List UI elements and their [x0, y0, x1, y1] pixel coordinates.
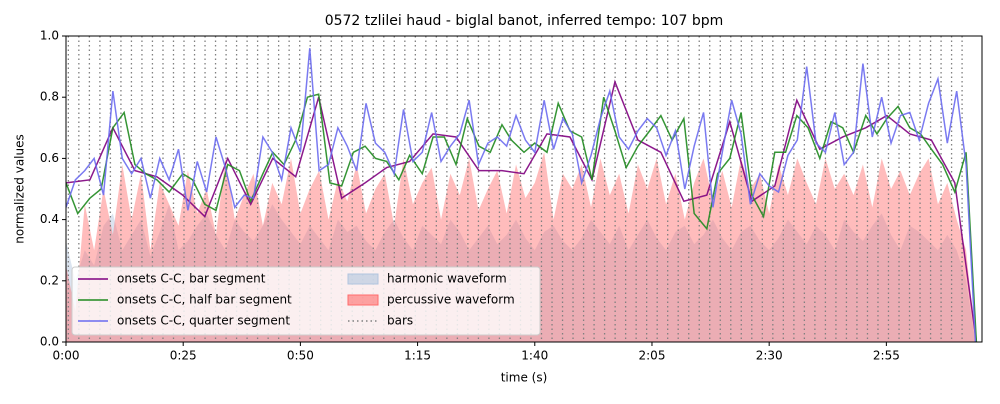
legend-label: harmonic waveform — [387, 272, 507, 286]
legend-label: onsets C-C, half bar segment — [117, 293, 292, 307]
x-tick-label: 1:40 — [521, 349, 548, 363]
x-tick-label: 2:55 — [873, 349, 900, 363]
y-tick-label: 0.4 — [40, 212, 59, 226]
series-line — [66, 48, 977, 342]
x-tick-label: 0:50 — [287, 349, 314, 363]
legend-label: bars — [387, 314, 413, 328]
x-tick-label: 1:15 — [404, 349, 431, 363]
y-tick-label: 0.2 — [40, 273, 59, 287]
legend-label: percussive waveform — [387, 293, 515, 307]
y-tick-label: 0.6 — [40, 151, 59, 165]
y-tick-label: 0.8 — [40, 90, 59, 104]
x-axis-label: time (s) — [501, 371, 548, 385]
legend-box — [71, 266, 541, 336]
legend-label: onsets C-C, bar segment — [117, 272, 266, 286]
legend: onsets C-C, bar segment onsets C-C, half … — [71, 266, 541, 336]
y-tick-label: 0.0 — [40, 335, 59, 349]
x-tick-label: 2:05 — [639, 349, 666, 363]
series-line — [66, 93, 978, 342]
y-axis-label: normalized values — [13, 134, 27, 244]
legend-handle — [347, 294, 379, 306]
legend-handle — [347, 273, 379, 285]
x-tick-label: 2:30 — [756, 349, 783, 363]
legend-label: onsets C-C, quarter segment — [117, 314, 290, 328]
x-tick-label: 0:00 — [53, 349, 80, 363]
y-tick-label: 1.0 — [40, 29, 59, 43]
x-tick-label: 0:25 — [170, 349, 197, 363]
axes-frame — [65, 35, 983, 343]
chart-title: 0572 tzlilei haud - biglal banot, inferr… — [325, 13, 724, 29]
